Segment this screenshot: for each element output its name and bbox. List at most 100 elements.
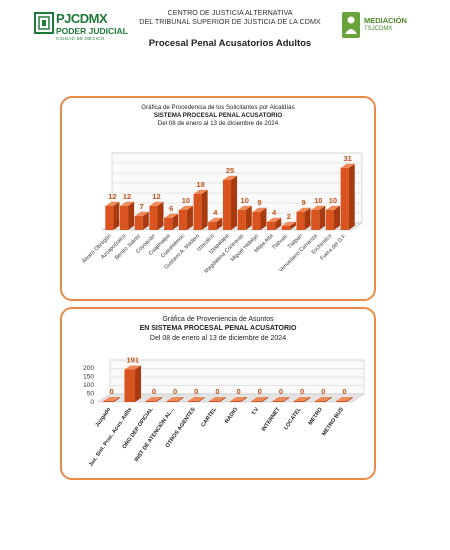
pjcdmx-emblem-icon bbox=[34, 12, 54, 34]
chart2-category-label: RADIO bbox=[224, 406, 239, 425]
chart1-bar bbox=[149, 201, 164, 230]
chart2-bar-side bbox=[135, 365, 142, 402]
chart1-data-label: 7 bbox=[140, 202, 144, 211]
chart1-bar-front bbox=[267, 222, 276, 230]
chart1-bar-side bbox=[157, 201, 164, 230]
chart2-bar-front bbox=[314, 401, 326, 402]
chart1-bar bbox=[267, 217, 282, 230]
chart1-data-label: 10 bbox=[182, 196, 190, 205]
chart2-data-label: 0 bbox=[152, 387, 156, 396]
chart2-bar-side bbox=[346, 397, 353, 402]
chart2-data-label: 0 bbox=[279, 387, 283, 396]
chart1-bar bbox=[193, 189, 208, 230]
chart2-bar bbox=[187, 397, 205, 402]
chart2-bar-side bbox=[113, 397, 120, 402]
chart1-bar-front bbox=[164, 218, 173, 230]
chart1-bar-side bbox=[348, 163, 355, 230]
chart2-bar-front bbox=[166, 401, 178, 402]
chart2-bar-side bbox=[219, 397, 226, 402]
chart2-data-label: 0 bbox=[342, 387, 346, 396]
chart2-bar bbox=[336, 397, 353, 402]
chart2-ytick-label: 100 bbox=[83, 382, 94, 389]
chart1-data-label: 4 bbox=[213, 208, 218, 217]
chart1-bar-top bbox=[252, 207, 267, 212]
chart1-data-label: 31 bbox=[343, 154, 351, 163]
chart2-ytick-label: 50 bbox=[87, 391, 95, 398]
chart2-data-label: 191 bbox=[126, 356, 139, 365]
chart1-bar-top bbox=[105, 201, 120, 206]
chart2-bar bbox=[103, 397, 120, 402]
chart1-bar bbox=[120, 201, 135, 230]
chart2-bar-front bbox=[293, 401, 305, 402]
chart2-bar bbox=[209, 397, 226, 402]
chart1-bar-side bbox=[231, 175, 238, 230]
chart1-title: Gráfica de Procedencia de los Solicitant… bbox=[141, 104, 295, 111]
chart2-bar-top bbox=[314, 397, 332, 401]
chart1-bar bbox=[340, 163, 355, 230]
chart1-bar bbox=[281, 221, 296, 230]
chart1-bar-side bbox=[319, 205, 326, 230]
chart1-bar-top bbox=[120, 201, 135, 206]
chart1-bar-top bbox=[178, 205, 193, 210]
chart2-bar-front bbox=[272, 401, 284, 402]
chart2-bar-side bbox=[198, 397, 205, 402]
chart1-bar-top bbox=[193, 189, 208, 194]
logo-right-sub: TSJCDMX bbox=[364, 26, 393, 32]
chart2-bar-side bbox=[283, 397, 290, 402]
header-line1: CENTRO DE JUSTICIA ALTERNATIVA bbox=[167, 8, 293, 17]
chart1-bar-side bbox=[201, 189, 208, 230]
chart1-data-label: 25 bbox=[226, 166, 234, 175]
chart2-date-range: Del 08 de enero al 13 de diciembre de 20… bbox=[149, 335, 287, 342]
chart1-bar-top bbox=[149, 201, 164, 206]
chart2-data-label: 0 bbox=[194, 387, 198, 396]
chart1-bar-side bbox=[333, 205, 340, 230]
chart2-category-label: T.V bbox=[251, 406, 261, 416]
chart1-bar-top bbox=[267, 217, 282, 222]
logo-left-text: PJCDMX bbox=[56, 11, 108, 26]
chart1-bar-front bbox=[237, 210, 246, 230]
chart1-bar-front bbox=[325, 210, 334, 230]
chart1-data-label: 9 bbox=[257, 198, 261, 207]
chart2-bar-side bbox=[262, 397, 269, 402]
chart1-data-label: 2 bbox=[287, 212, 291, 221]
chart2-bar bbox=[230, 397, 247, 402]
chart1-bar-side bbox=[113, 201, 120, 230]
chart2-bar bbox=[251, 397, 269, 402]
chart1-data-label: 10 bbox=[314, 196, 322, 205]
chart2-category-label: METRO bbox=[308, 406, 325, 426]
chart1-subtitle: SISTEMA PROCESAL PENAL ACUSATORIO bbox=[153, 112, 283, 119]
logo-left-sub2: CIUDAD DE MÉXICO bbox=[56, 36, 105, 41]
chart2-bar-front bbox=[145, 401, 157, 402]
chart2-bar-top bbox=[209, 397, 226, 401]
chart2-data-label: 0 bbox=[109, 387, 113, 396]
chart1-bar-side bbox=[260, 207, 267, 230]
chart2-category-label: CARTEL bbox=[200, 406, 218, 428]
chart1-bar-side bbox=[245, 205, 252, 230]
chart1-bar-front bbox=[120, 206, 129, 230]
chart1-data-label: 12 bbox=[152, 192, 160, 201]
chart1-bar bbox=[296, 207, 311, 230]
pjcdmx-logo: PJCDMX PODER JUDICIAL CIUDAD DE MÉXICO bbox=[34, 11, 134, 46]
chart1-bar-top bbox=[134, 211, 149, 216]
chart2-data-label: 0 bbox=[321, 387, 325, 396]
chart1-bar-side bbox=[304, 207, 311, 230]
chart2-subtitle: EN SISTEMA PROCESAL PENAL ACUSATORIO bbox=[139, 325, 297, 332]
chart1-bar-front bbox=[134, 216, 143, 230]
chart2-bar-top bbox=[251, 397, 269, 401]
chart1-bar-front bbox=[252, 212, 261, 230]
chart2-bar-top bbox=[124, 365, 142, 370]
chart1-bar-front bbox=[311, 210, 320, 230]
chart1-data-label: 10 bbox=[241, 196, 249, 205]
chart2-bar-top bbox=[272, 397, 290, 401]
chart2-bar-top bbox=[145, 397, 163, 401]
chart1-bar-top bbox=[208, 217, 223, 222]
chart1-bar-top bbox=[237, 205, 252, 210]
chart1-bar bbox=[178, 205, 193, 230]
chart2-data-label: 0 bbox=[215, 387, 219, 396]
chart2-bar bbox=[272, 397, 290, 402]
chart1-category-label: Tláhuac bbox=[271, 233, 289, 251]
chart2-bar-front bbox=[209, 401, 220, 402]
chart-panel-asuntos: Gráfica de Proveniencia de Asuntos EN SI… bbox=[60, 307, 376, 480]
chart1-bar-top bbox=[325, 205, 340, 210]
